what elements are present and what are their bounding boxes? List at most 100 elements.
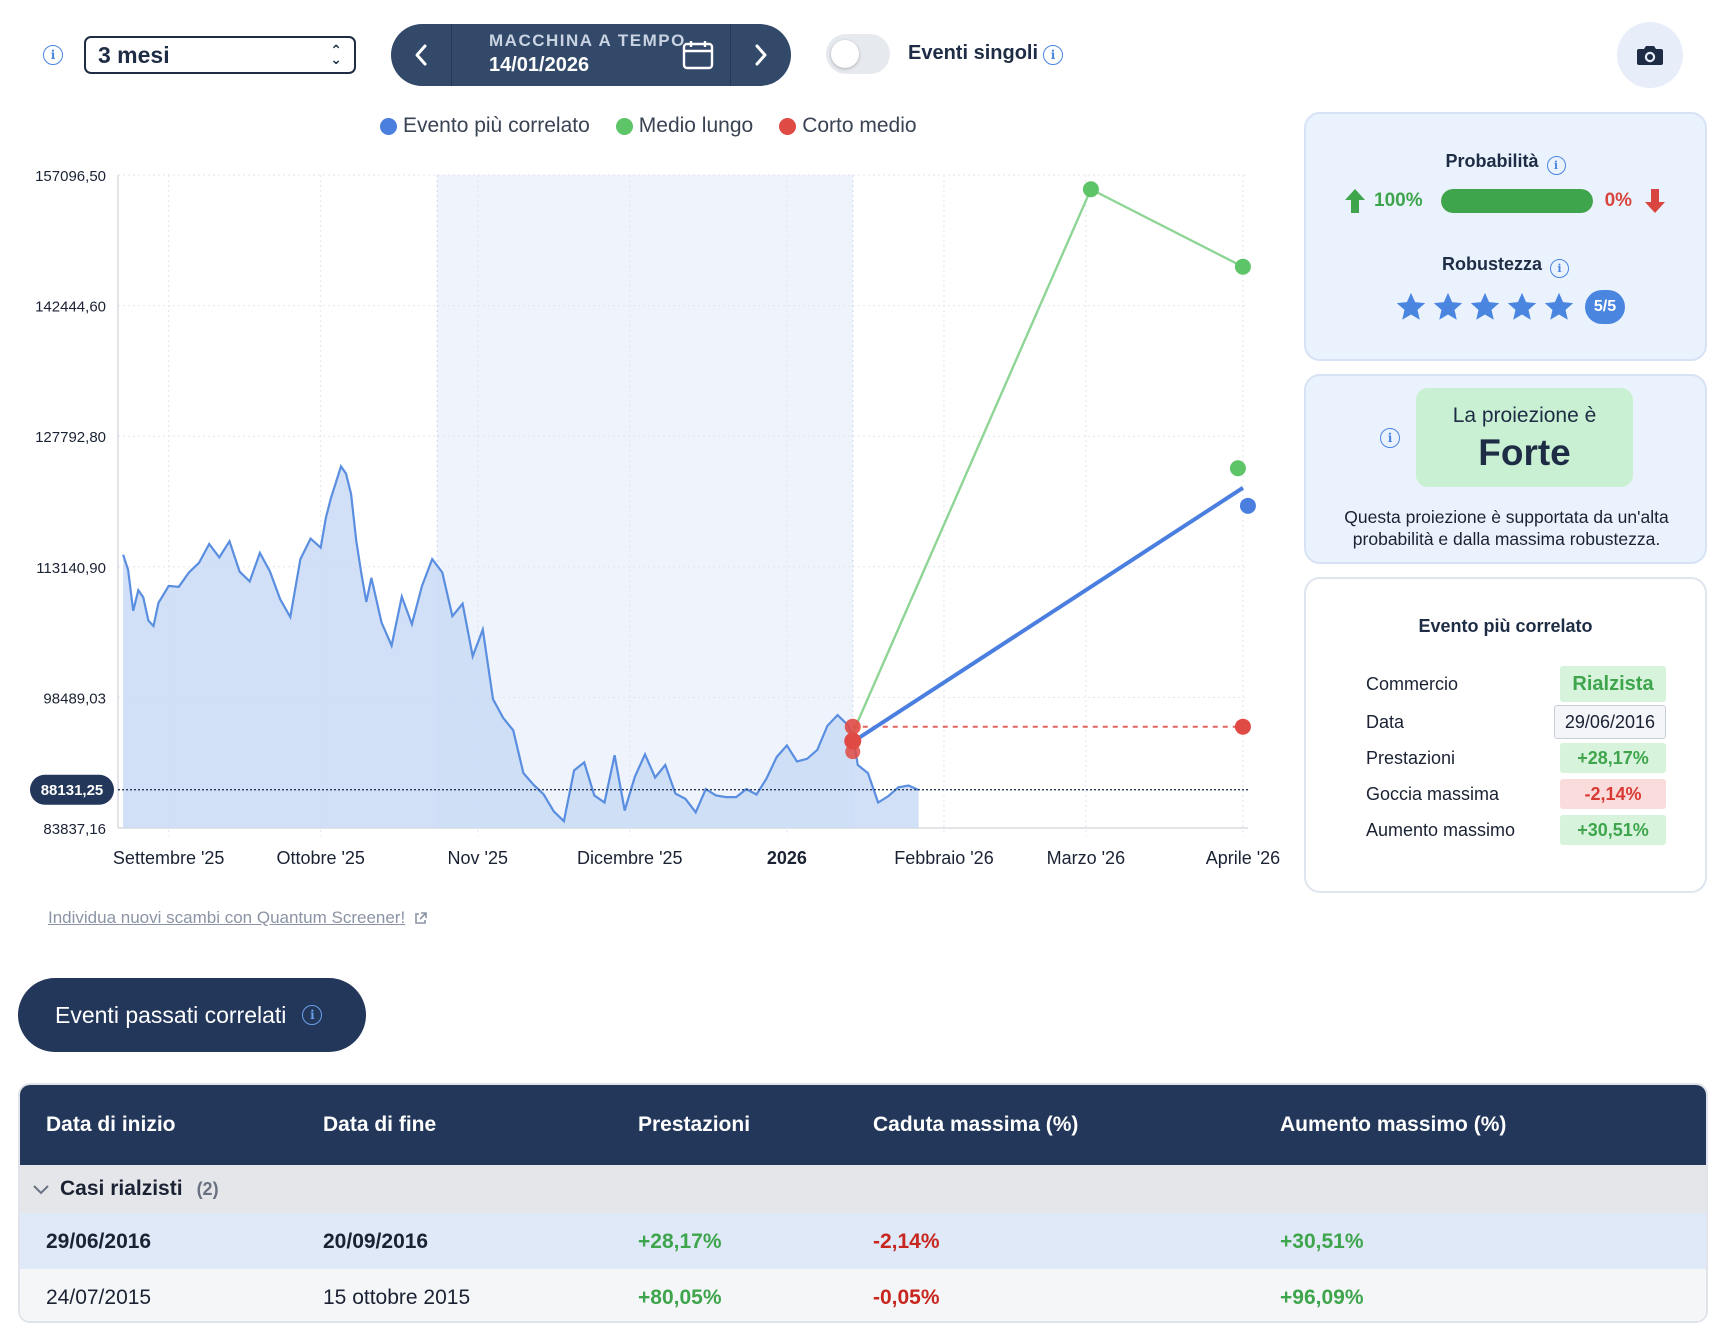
highlight-band	[437, 175, 853, 828]
x-tick-label: Dicembre '25	[577, 848, 682, 868]
legend-dot-blue	[380, 117, 397, 135]
x-tick-label: Aprile '26	[1206, 848, 1280, 868]
arrow-down-icon	[1645, 189, 1666, 213]
projection-info-icon[interactable]: i	[1380, 428, 1400, 448]
table-row[interactable]: 24/07/2015 15 ottobre 2015 +80,05% -0,05…	[20, 1269, 1706, 1321]
probability-down: 0%	[1604, 190, 1633, 211]
cell-performance: +28,17%	[638, 1230, 722, 1253]
medio-lungo-point	[1234, 258, 1251, 275]
past-events-label: Eventi passati correlati	[55, 1001, 287, 1028]
star-icon	[1470, 292, 1500, 320]
group-label: Casi rialzisti	[60, 1177, 183, 1200]
current-price-label: 88131,25	[41, 782, 104, 799]
legend-item-corto-medio[interactable]: Corto medio	[779, 114, 917, 138]
y-tick-label: 127792,80	[35, 429, 106, 446]
cell-start: 24/07/2015	[46, 1286, 152, 1309]
single-events-info-icon[interactable]: i	[1043, 45, 1063, 65]
time-machine-prev-button[interactable]	[391, 24, 451, 86]
medio-lungo-point	[1082, 181, 1099, 198]
projection-subtitle: La proiezione è	[1452, 404, 1597, 427]
time-machine-next-button[interactable]	[731, 24, 791, 86]
cell-end: 15 ottobre 2015	[323, 1286, 471, 1309]
past-events-table: Data di inizio Data di fine Prestazioni …	[18, 1083, 1708, 1323]
chart-svg: 157096,50 142444,60 127792,80 113140,90 9848…	[30, 168, 1280, 868]
probability-row: 100% 0%	[1344, 186, 1674, 216]
cell-max-drop: -2,14%	[873, 1230, 940, 1253]
group-row-bullish[interactable]: Casi rialzisti (2)	[20, 1165, 1706, 1213]
event-row-label: Commercio	[1366, 673, 1459, 694]
robustness-badge: 5/5	[1585, 290, 1625, 324]
evento-correlato-line	[851, 486, 1245, 744]
cell-end: 20/09/2016	[323, 1230, 429, 1253]
robustness-stars: 5/5	[1394, 290, 1625, 324]
corto-medio-point	[1234, 718, 1251, 735]
table-header: Data di inizio Data di fine Prestazioni …	[20, 1085, 1706, 1165]
x-tick-label: Febbraio '26	[894, 848, 994, 868]
chevron-left-icon	[415, 44, 427, 66]
cell-start: 29/06/2016	[46, 1230, 152, 1253]
column-header[interactable]: Data di fine	[323, 1113, 437, 1136]
current-price-badge	[30, 774, 114, 805]
column-header[interactable]: Aumento massimo (%)	[1280, 1113, 1507, 1136]
probability-title-text: Probabilità	[1445, 151, 1539, 171]
robustness-title: Robustezza i	[1306, 254, 1705, 278]
quantum-screener-link[interactable]: Individua nuovi scambi con Quantum Scree…	[48, 908, 428, 928]
table-row[interactable]: 29/06/2016 20/09/2016 +28,17% -2,14% +30…	[20, 1213, 1706, 1269]
projection-strength-box: La proiezione è Forte	[1416, 388, 1633, 487]
price-area	[123, 466, 919, 828]
event-row-label: Goccia massima	[1366, 783, 1500, 804]
event-row-max-drop: Goccia massima -2,14%	[1366, 778, 1666, 810]
probability-title: Probabilità i	[1306, 151, 1705, 175]
toolbar: i 3 mesi ⌃ ⌄ MACCHINA A TEMPO 14/01/2026 …	[0, 0, 1722, 110]
robustness-title-text: Robustezza	[1441, 254, 1542, 274]
screener-link-text: Individua nuovi scambi con Quantum Scree…	[48, 908, 406, 927]
arrow-up-icon	[1345, 189, 1365, 213]
column-header[interactable]: Data di inizio	[46, 1113, 176, 1136]
probability-bar	[1440, 189, 1593, 213]
star-icon	[1507, 292, 1537, 320]
event-row-value: 29/06/2016	[1553, 705, 1666, 739]
calendar-icon	[682, 41, 714, 70]
group-count: (2)	[196, 1178, 219, 1199]
price-chart[interactable]: 157096,50 142444,60 127792,80 113140,90 9848…	[0, 150, 1290, 890]
start-point-red	[844, 732, 862, 750]
evento-correlato-point	[1239, 497, 1256, 514]
legend-item-evento[interactable]: Evento più correlato	[380, 114, 590, 138]
chevron-down-icon	[33, 1185, 49, 1195]
legend-dot-green	[615, 117, 633, 135]
past-events-info-icon[interactable]: i	[302, 1005, 323, 1025]
start-point-red	[845, 744, 861, 760]
event-row-label: Data	[1366, 711, 1405, 732]
event-row-date: Data 29/06/2016	[1366, 705, 1666, 739]
event-row-label: Prestazioni	[1366, 747, 1456, 768]
start-point-red	[844, 718, 861, 735]
column-header[interactable]: Caduta massima (%)	[873, 1113, 1079, 1136]
legend-item-medio-lungo[interactable]: Medio lungo	[615, 114, 754, 138]
star-icon	[1433, 292, 1463, 320]
x-tick-label: Settembre '25	[113, 848, 225, 868]
probability-info-icon[interactable]: i	[1546, 156, 1566, 175]
time-machine-date: 14/01/2026	[489, 54, 590, 76]
time-machine-date-picker[interactable]: MACCHINA A TEMPO 14/01/2026	[451, 24, 731, 86]
y-tick-label: 142444,60	[35, 299, 106, 316]
event-row-value: Rialzista	[1560, 666, 1666, 702]
time-machine-title: MACCHINA A TEMPO	[489, 31, 686, 50]
event-row-label: Aumento massimo	[1366, 819, 1516, 840]
event-row-value: +28,17%	[1560, 743, 1666, 773]
period-info-icon[interactable]: i	[43, 45, 63, 65]
price-line	[122, 463, 920, 824]
projection-panel: i La proiezione è Forte Questa proiezion…	[1304, 374, 1707, 564]
column-header[interactable]: Prestazioni	[638, 1113, 751, 1136]
cell-max-rise: +96,09%	[1280, 1286, 1364, 1309]
camera-icon	[1637, 46, 1663, 65]
legend-label: Medio lungo	[638, 114, 754, 137]
past-events-button[interactable]: Eventi passati correlati i	[18, 978, 366, 1052]
period-select[interactable]: 3 mesi ⌃ ⌄	[84, 36, 356, 74]
screenshot-button[interactable]	[1617, 22, 1683, 88]
cell-max-rise: +30,51%	[1280, 1230, 1364, 1253]
robustness-info-icon[interactable]: i	[1550, 259, 1569, 278]
period-select-value: 3 mesi	[98, 41, 170, 68]
star-icon	[1544, 292, 1574, 320]
single-events-toggle[interactable]	[826, 34, 890, 74]
event-row-max-rise: Aumento massimo +30,51%	[1366, 814, 1666, 846]
